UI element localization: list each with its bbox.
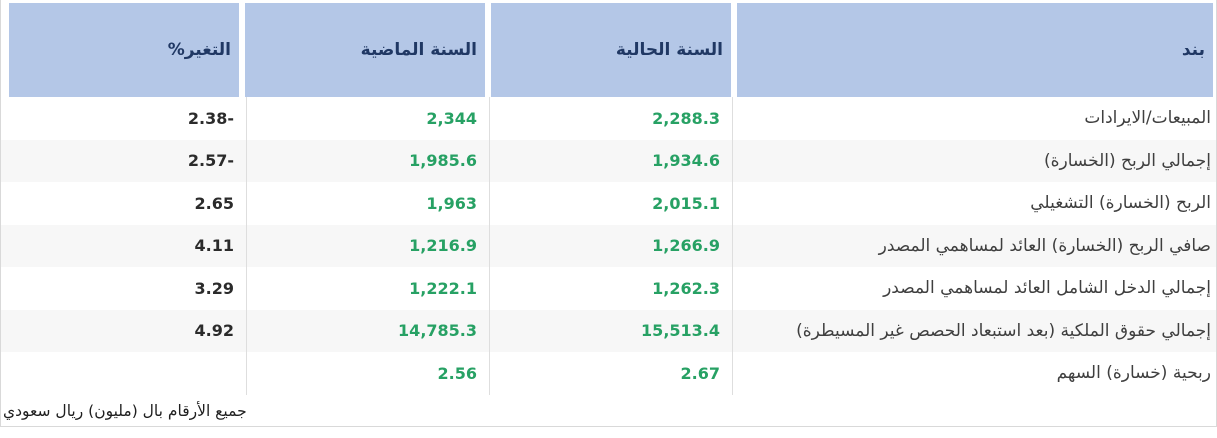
previous-year-cell: 2.56	[247, 352, 490, 395]
item-cell: إجمالي الدخل الشامل العائد لمساهمي المصد…	[883, 278, 1211, 299]
current-year-cell: 1,266.9	[490, 224, 733, 267]
table-row: إجمالي الدخل الشامل العائد لمساهمي المصد…	[1, 267, 1216, 310]
item-cell: إجمالي حقوق الملكية (بعد استبعاد الحصص غ…	[796, 320, 1211, 341]
previous-year-cell: 1,985.6	[247, 139, 490, 182]
item-cell: إجمالي الربح (الخسارة)	[1044, 150, 1211, 171]
table-row: الربح (الخسارة) التشغيلي 2,015.1 1,963 2…	[1, 182, 1216, 225]
column-header-change-pct: التغير%	[9, 3, 239, 97]
current-year-cell: 1,934.6	[490, 139, 733, 182]
item-cell: صافي الربح (الخسارة) العائد لمساهمي المص…	[878, 235, 1211, 256]
table-header-row: بند السنة الحالية السنة الماضية التغير%	[1, 0, 1216, 97]
change-pct-cell: -2.38	[1, 97, 247, 140]
table-row: المبيعات/الايرادات 2,288.3 2,344 -2.38	[1, 97, 1216, 140]
current-year-cell: 1,262.3	[490, 267, 733, 310]
change-pct-cell: -2.57	[1, 139, 247, 182]
change-pct-cell: 2.65	[1, 182, 247, 225]
item-cell: المبيعات/الايرادات	[1084, 108, 1211, 129]
item-cell: الربح (الخسارة) التشغيلي	[1030, 193, 1211, 214]
column-header-item: بند	[737, 3, 1213, 97]
current-year-cell: 2,288.3	[490, 97, 733, 140]
column-header-current-year: السنة الحالية	[491, 3, 731, 97]
table-row: إجمالي حقوق الملكية (بعد استبعاد الحصص غ…	[1, 309, 1216, 352]
table-body: المبيعات/الايرادات 2,288.3 2,344 -2.38 إ…	[1, 97, 1216, 395]
previous-year-cell: 1,963	[247, 182, 490, 225]
change-pct-cell: 4.11	[1, 224, 247, 267]
financials-table-panel: بند السنة الحالية السنة الماضية التغير% …	[0, 0, 1217, 427]
current-year-cell: 15,513.4	[490, 309, 733, 352]
current-year-cell: 2,015.1	[490, 182, 733, 225]
previous-year-cell: 1,222.1	[247, 267, 490, 310]
change-pct-cell: 3.29	[1, 267, 247, 310]
column-header-previous-year: السنة الماضية	[245, 3, 485, 97]
previous-year-cell: 14,785.3	[247, 309, 490, 352]
current-year-cell: 2.67	[490, 352, 733, 395]
previous-year-cell: 2,344	[247, 97, 490, 140]
change-pct-cell	[1, 352, 247, 395]
table-row: ربحية (خسارة) السهم 2.67 2.56	[1, 352, 1216, 395]
table-row: صافي الربح (الخسارة) العائد لمساهمي المص…	[1, 224, 1216, 267]
units-footnote: جميع الأرقام بال (مليون) ريال سعودي	[3, 401, 247, 420]
item-cell: ربحية (خسارة) السهم	[1056, 363, 1211, 384]
change-pct-cell: 4.92	[1, 309, 247, 352]
table-row: إجمالي الربح (الخسارة) 1,934.6 1,985.6 -…	[1, 139, 1216, 182]
previous-year-cell: 1,216.9	[247, 224, 490, 267]
